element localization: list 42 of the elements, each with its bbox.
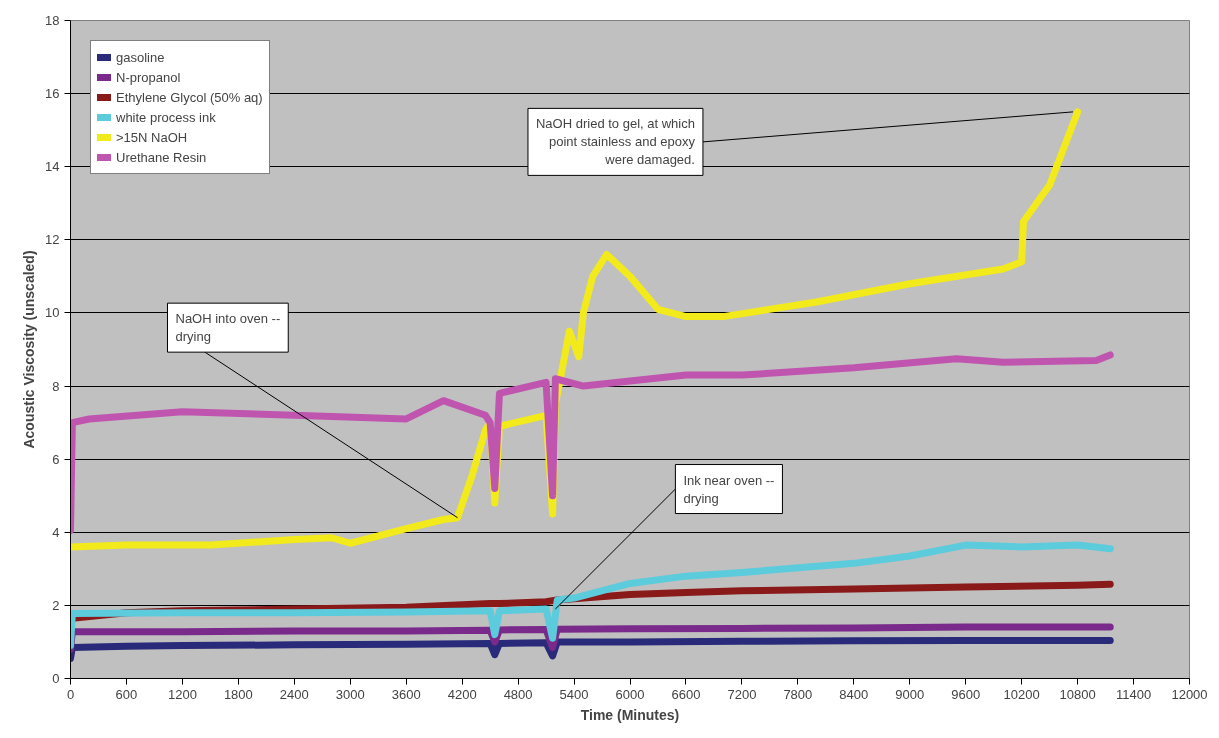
legend-label: gasoline (116, 49, 165, 65)
x-tick-label: 11400 (1115, 686, 1152, 702)
x-tick-label: 7200 (727, 686, 757, 702)
annotation: NaOH into oven -- drying (175, 311, 281, 345)
x-tick-label: 7800 (783, 686, 813, 702)
annotation: NaOH dried to gel, at which point stainless and epoxy were damaged. (535, 116, 696, 168)
x-tick-label: 3600 (391, 686, 421, 702)
x-tick-label: 4200 (447, 686, 477, 702)
x-tick-label: 10200 (1003, 686, 1040, 702)
x-tick-label: 3000 (335, 686, 365, 702)
x-tick-label: 8400 (839, 686, 869, 702)
x-tick-label: 6600 (671, 686, 701, 702)
x-tick-label: 5400 (559, 686, 589, 702)
y-tick-label: 12 (45, 232, 60, 248)
y-axis-title: Acoustic Viscosity (unscaled) (21, 250, 38, 449)
x-tick-label: 1800 (223, 686, 253, 702)
y-tick-label: 0 (52, 671, 60, 686)
y-tick-label: 2 (52, 597, 60, 613)
y-tick-label: 4 (52, 524, 60, 540)
y-tick-label: 10 (45, 305, 60, 321)
legend-label: white process ink (116, 109, 216, 125)
x-tick-label: 9600 (951, 686, 981, 702)
x-tick-label: 600 (115, 686, 138, 702)
y-tick-label: 18 (45, 13, 60, 28)
x-tick-label: 10800 (1059, 686, 1096, 702)
legend-label: >15N NaOH (116, 129, 188, 145)
y-tick-label: 8 (52, 378, 60, 394)
x-tick-label: 12000 (1171, 686, 1208, 702)
x-tick-label: 2400 (279, 686, 309, 702)
x-tick-label: 0 (66, 686, 75, 702)
legend-label: N-propanol (116, 69, 181, 85)
x-tick-label: 6000 (615, 686, 645, 702)
legend-label: Ethylene Glycol (50% aq) (116, 89, 263, 105)
x-tick-label: 1200 (167, 686, 197, 702)
legend-label: Urethane Resin (116, 149, 207, 165)
x-tick-label: 9000 (895, 686, 925, 702)
y-tick-label: 14 (45, 159, 60, 175)
x-axis-title: Time (Minutes) (580, 706, 680, 723)
y-tick-label: 6 (52, 451, 60, 467)
y-tick-label: 16 (45, 86, 60, 102)
x-tick-label: 4800 (503, 686, 533, 702)
annotation: Ink near oven -- drying (683, 472, 775, 506)
